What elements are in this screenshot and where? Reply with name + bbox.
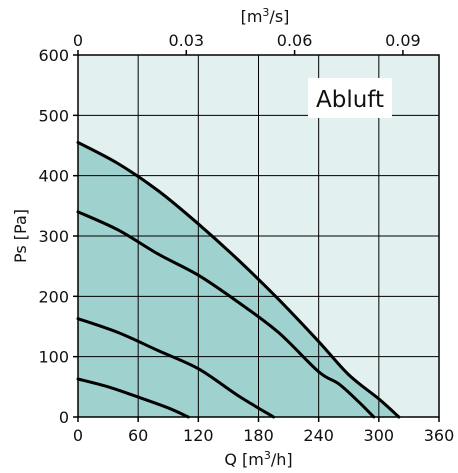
x-tick-label: 180: [243, 426, 274, 445]
x-axis-ticks: 0 60 120 180 240 300 360: [73, 417, 454, 445]
x-tick-label: 360: [424, 426, 455, 445]
y-tick-label: 300: [38, 227, 69, 246]
top-axis-label: [m3/s]: [241, 6, 290, 26]
annotation-box: [308, 78, 392, 118]
fan-curve-1: [76, 140, 401, 419]
annotation-text: Abluft: [316, 87, 384, 113]
x-tick-label: 60: [128, 426, 148, 445]
y-tick-label: 0: [59, 408, 69, 427]
y-tick-label: 100: [38, 348, 69, 367]
y-tick-label: 200: [38, 287, 69, 306]
y-axis-ticks: 0 100 200 300 400 500 600: [38, 46, 78, 427]
top-tick-label: 0.06: [277, 31, 313, 50]
top-tick-label: 0: [73, 31, 83, 50]
top-tick-label: 0.03: [168, 31, 204, 50]
fan-curve-2: [76, 210, 376, 419]
x-tick-label: 300: [364, 426, 395, 445]
x-tick-label: 0: [73, 426, 83, 445]
x-tick-label: 120: [183, 426, 214, 445]
x-tick-label: 240: [303, 426, 334, 445]
y-axis-label: Ps [Pa]: [11, 209, 30, 263]
y-tick-label: 400: [38, 167, 69, 186]
x-axis-label: Q [m3/h]: [224, 449, 292, 469]
fan-curve-3: [76, 317, 276, 419]
y-tick-label: 500: [38, 106, 69, 125]
y-tick-label: 600: [38, 46, 69, 65]
top-axis-ticks: 0 0.03 0.06 0.09: [73, 31, 421, 55]
top-tick-label: 0.09: [385, 31, 421, 50]
fan-curves: [76, 140, 401, 419]
fan-curve-4: [76, 377, 190, 419]
